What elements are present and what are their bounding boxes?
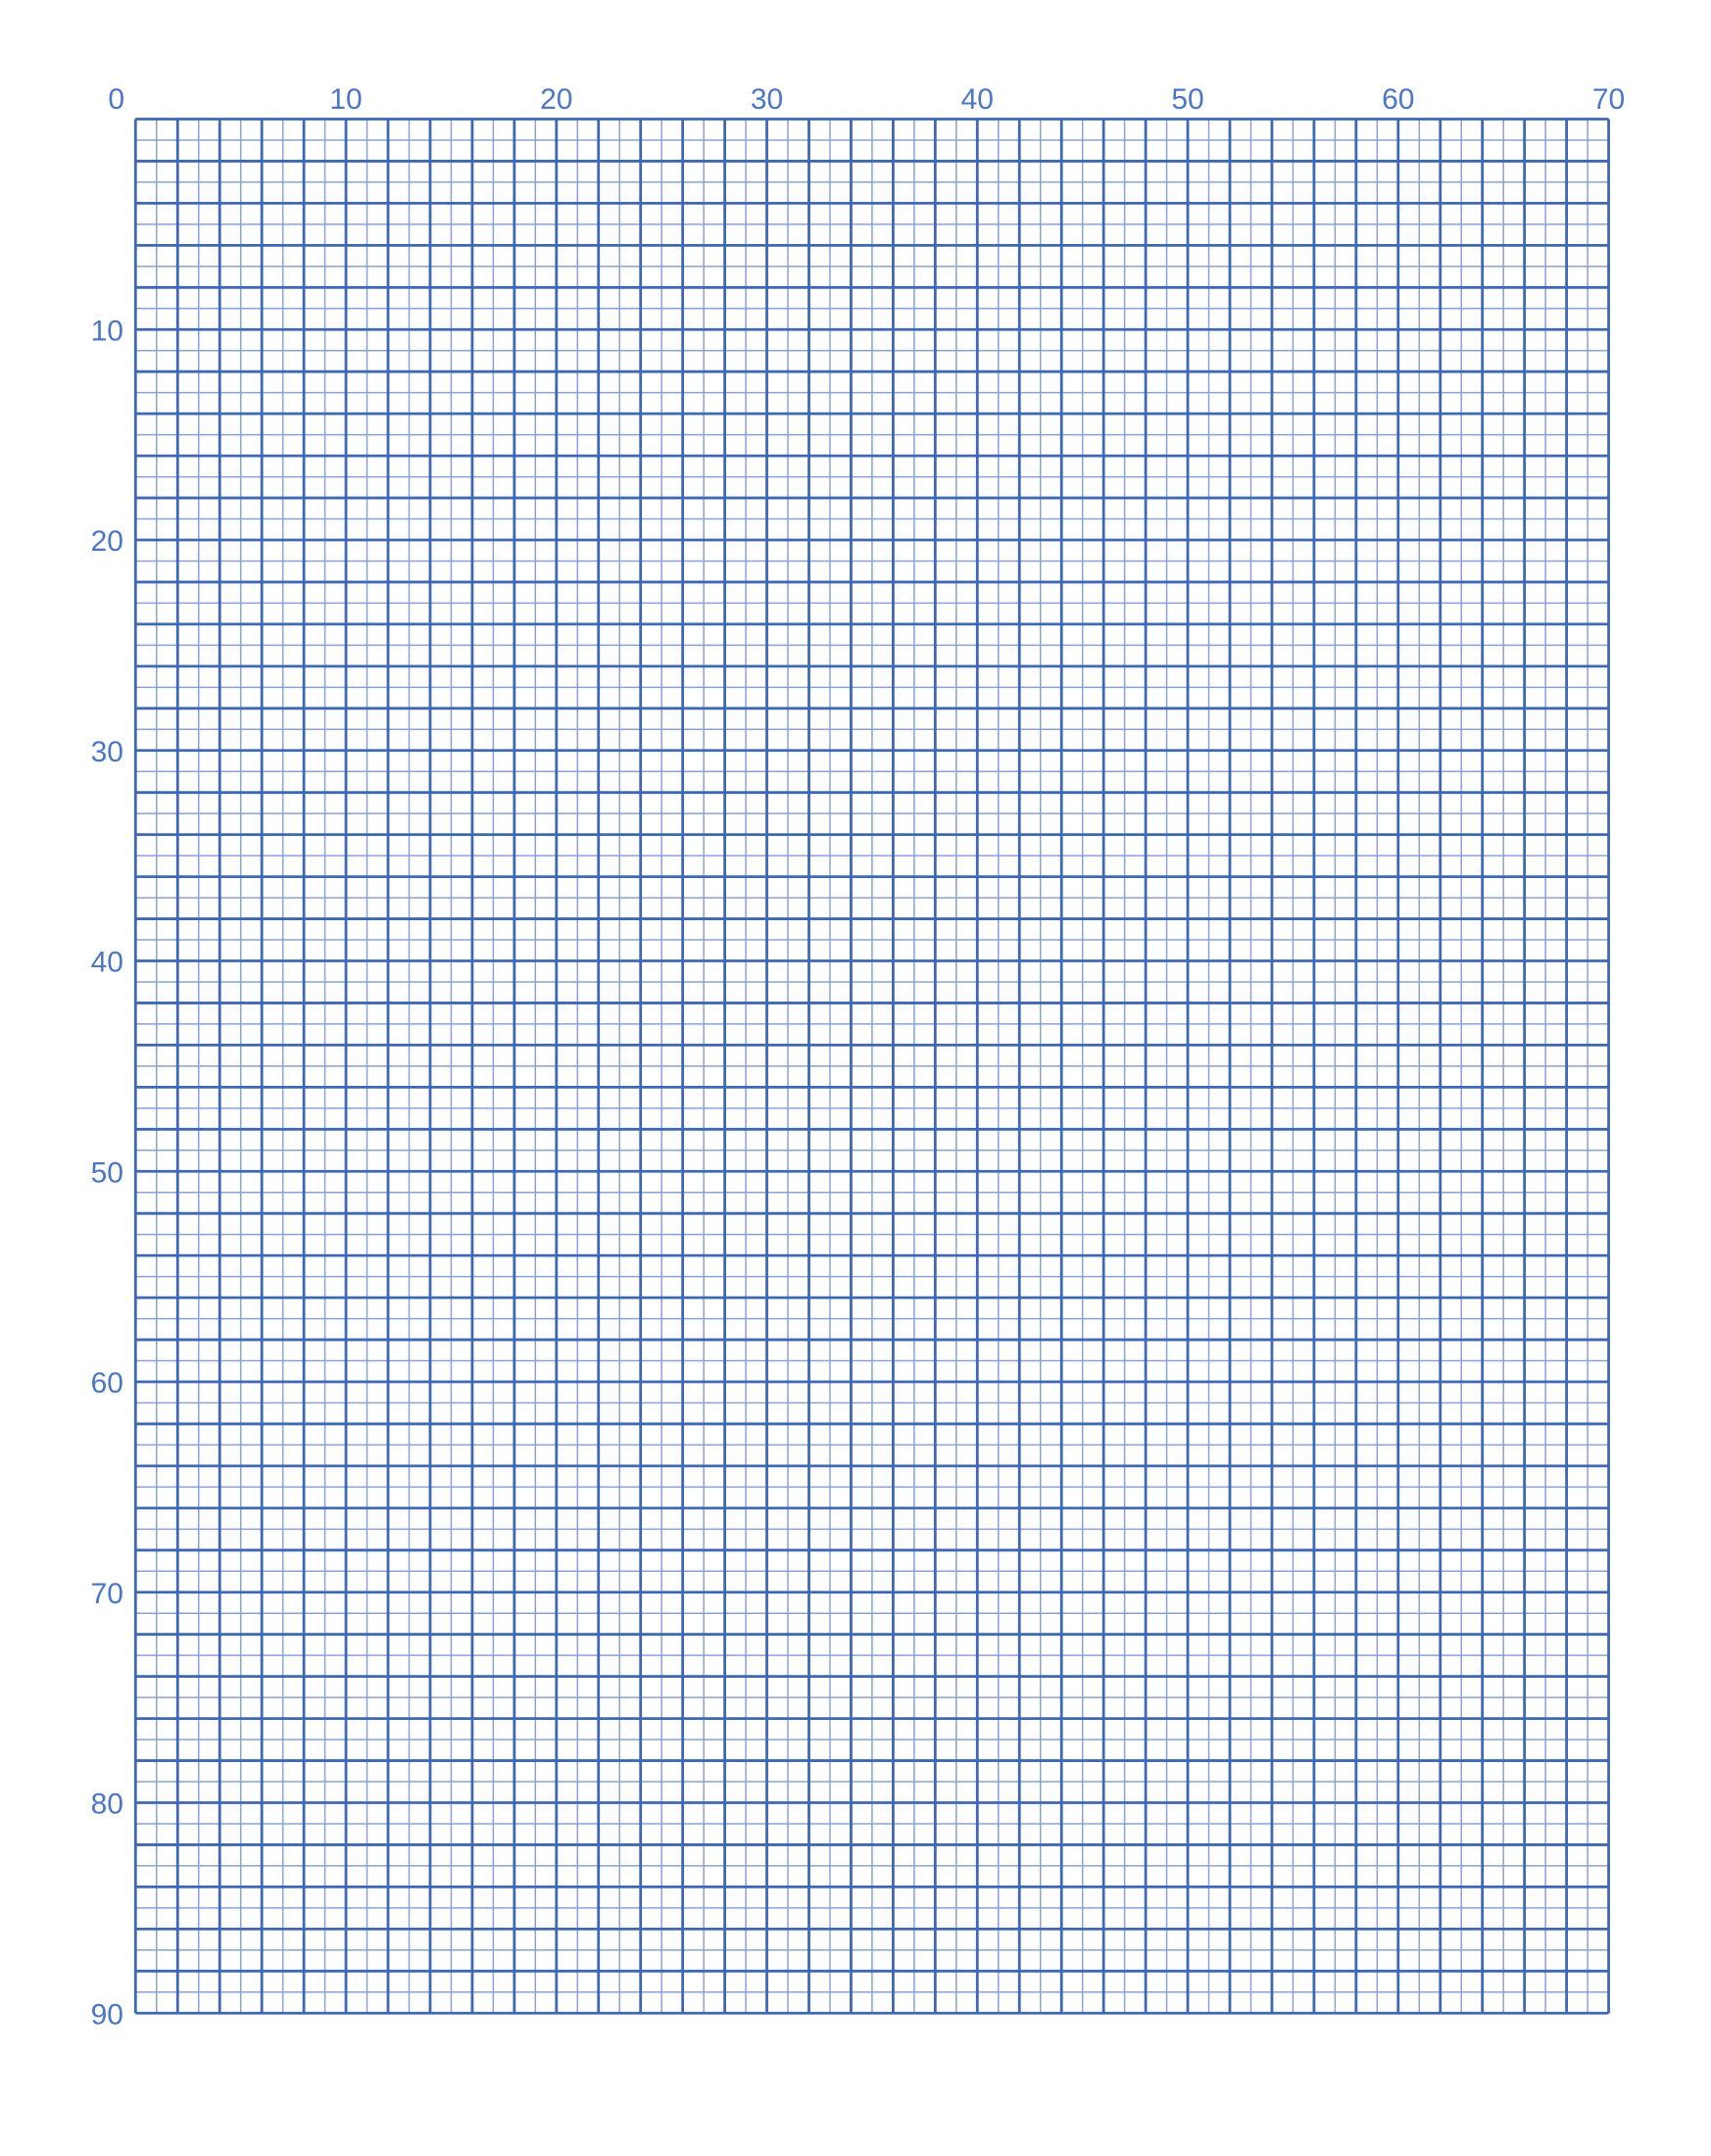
y-axis-label: 50 bbox=[91, 1156, 123, 1189]
y-axis-label: 10 bbox=[91, 315, 123, 347]
x-axis-label: 30 bbox=[751, 83, 783, 116]
x-axis-label: 20 bbox=[540, 83, 572, 116]
y-axis-label: 60 bbox=[91, 1367, 123, 1399]
x-axis-label: 70 bbox=[1592, 83, 1625, 116]
y-axis-label: 40 bbox=[91, 947, 123, 979]
x-axis-label: 10 bbox=[329, 83, 362, 116]
x-axis-label: 60 bbox=[1382, 83, 1414, 116]
x-axis-label: 40 bbox=[961, 83, 994, 116]
origin-label: 0 bbox=[108, 83, 124, 116]
y-axis-label: 20 bbox=[91, 525, 123, 558]
y-axis-label: 90 bbox=[91, 1998, 123, 2031]
y-axis-label: 30 bbox=[91, 736, 123, 768]
y-axis-label: 70 bbox=[91, 1578, 123, 1610]
x-axis-label: 50 bbox=[1171, 83, 1203, 116]
y-axis-label: 80 bbox=[91, 1788, 123, 1821]
